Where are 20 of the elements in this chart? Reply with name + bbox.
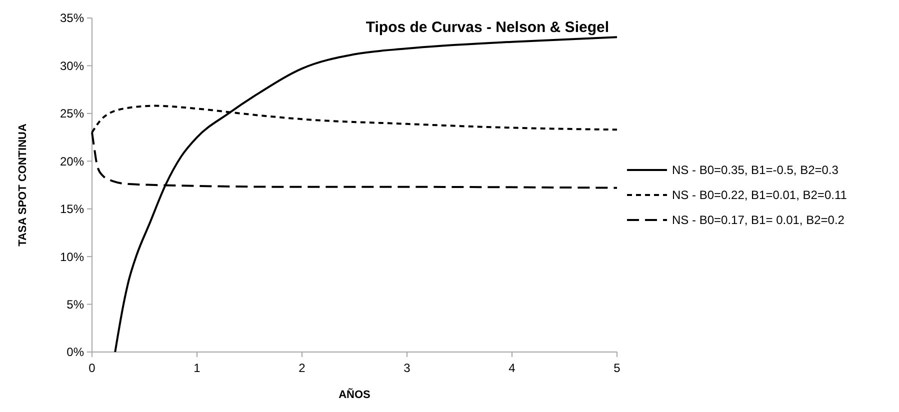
x-tick-label: 0	[88, 361, 96, 375]
y-tick-label: 5%	[66, 297, 84, 312]
y-tick-label: 15%	[60, 202, 84, 216]
y-tick-label: 0%	[66, 345, 84, 360]
y-tick-label: 35%	[60, 11, 84, 26]
legend-label: NS - B0=0.17, B1= 0.01, B2=0.2	[672, 213, 845, 228]
y-tick-label: 20%	[60, 154, 84, 168]
y-tick-label: 25%	[60, 106, 84, 121]
x-tick-label: 4	[508, 361, 516, 375]
x-tick-label: 3	[404, 361, 411, 375]
y-axis-title: TASA SPOT CONTINUA	[17, 124, 29, 246]
x-tick-label: 1	[194, 361, 201, 375]
legend-label: NS - B0=0.22, B1=0.01, B2=0.11	[672, 188, 848, 202]
x-tick-label: 2	[298, 361, 306, 375]
x-tick-label: 5	[614, 361, 621, 375]
y-tick-label: 10%	[60, 250, 84, 264]
y-tick-label: 30%	[60, 58, 84, 73]
legend-label: NS - B0=0.35, B1=-0.5, B2=0.3	[672, 163, 839, 178]
chart-title: Tipos de Curvas - Nelson & Siegel	[366, 19, 609, 36]
x-axis-title: AÑOS	[338, 388, 370, 401]
